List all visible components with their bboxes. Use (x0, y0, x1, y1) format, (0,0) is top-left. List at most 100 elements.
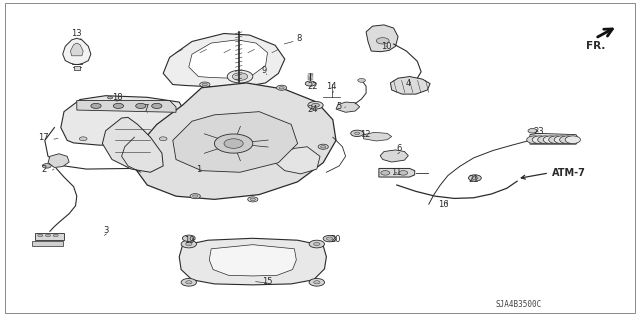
Circle shape (159, 137, 167, 141)
Circle shape (376, 38, 389, 44)
Circle shape (314, 242, 320, 246)
Text: 1: 1 (196, 165, 201, 174)
Circle shape (53, 234, 58, 237)
Circle shape (181, 278, 196, 286)
Circle shape (309, 278, 324, 286)
Text: 22: 22 (307, 82, 317, 91)
Text: 8: 8 (296, 34, 301, 43)
Circle shape (250, 198, 255, 201)
Circle shape (214, 134, 253, 153)
Text: 20: 20 (330, 235, 340, 244)
Circle shape (559, 136, 575, 144)
Polygon shape (209, 245, 296, 276)
Bar (109, 96, 120, 100)
Polygon shape (48, 154, 69, 167)
Polygon shape (163, 33, 285, 87)
Bar (35, 233, 64, 240)
Bar (32, 241, 63, 246)
Circle shape (318, 144, 328, 149)
Text: 17: 17 (38, 133, 49, 142)
Circle shape (565, 136, 580, 144)
Polygon shape (275, 147, 320, 174)
Circle shape (399, 171, 408, 175)
Text: 4: 4 (406, 79, 411, 88)
Text: ATM-7: ATM-7 (552, 168, 586, 178)
Circle shape (45, 234, 51, 237)
Polygon shape (390, 77, 430, 94)
Polygon shape (77, 100, 176, 112)
Circle shape (527, 136, 542, 144)
Circle shape (190, 194, 200, 199)
Circle shape (113, 103, 124, 108)
Text: FR.: FR. (586, 41, 605, 51)
Bar (185, 237, 193, 240)
Circle shape (323, 235, 336, 242)
Text: 24: 24 (307, 105, 317, 114)
Polygon shape (189, 40, 268, 78)
Text: 15: 15 (262, 277, 273, 286)
Circle shape (108, 96, 113, 99)
Circle shape (543, 136, 559, 144)
Circle shape (42, 164, 51, 168)
Circle shape (312, 103, 319, 107)
Text: 23: 23 (534, 127, 544, 136)
Text: 2: 2 (41, 165, 46, 174)
Text: 12: 12 (360, 130, 371, 139)
Text: 10: 10 (381, 42, 391, 51)
Circle shape (200, 82, 210, 87)
Circle shape (554, 136, 570, 144)
Circle shape (468, 175, 481, 181)
Text: 3: 3 (103, 226, 108, 235)
Polygon shape (530, 133, 579, 144)
Circle shape (305, 81, 316, 86)
Circle shape (152, 103, 162, 108)
Circle shape (193, 195, 198, 197)
Circle shape (538, 136, 553, 144)
Polygon shape (173, 112, 298, 172)
Text: 13: 13 (72, 29, 82, 38)
Circle shape (472, 176, 478, 180)
Polygon shape (364, 132, 392, 141)
Circle shape (186, 242, 192, 246)
Polygon shape (379, 168, 415, 177)
Circle shape (91, 103, 101, 108)
Text: 18: 18 (112, 93, 122, 102)
Circle shape (308, 101, 323, 109)
Text: 5: 5 (337, 102, 342, 111)
Polygon shape (61, 96, 186, 145)
Circle shape (326, 237, 333, 240)
Polygon shape (102, 117, 163, 172)
Circle shape (182, 235, 195, 241)
Circle shape (227, 70, 253, 83)
Polygon shape (179, 238, 326, 285)
Circle shape (79, 137, 87, 141)
Text: SJA4B3500C: SJA4B3500C (495, 300, 541, 309)
Circle shape (532, 136, 548, 144)
Circle shape (224, 139, 243, 148)
Circle shape (358, 78, 365, 82)
Polygon shape (134, 83, 336, 199)
Circle shape (202, 83, 207, 86)
Polygon shape (366, 25, 398, 52)
Text: 16: 16 (438, 200, 449, 209)
Circle shape (248, 197, 258, 202)
Circle shape (186, 281, 192, 284)
Circle shape (528, 129, 537, 133)
Polygon shape (380, 150, 408, 162)
Circle shape (136, 103, 146, 108)
Circle shape (548, 136, 564, 144)
Polygon shape (63, 38, 91, 64)
Circle shape (279, 86, 284, 89)
Polygon shape (336, 102, 360, 112)
Circle shape (321, 145, 326, 148)
Circle shape (381, 171, 390, 175)
Text: 7: 7 (143, 104, 148, 113)
Text: 19: 19 (184, 236, 195, 245)
Polygon shape (70, 43, 83, 56)
Circle shape (38, 234, 43, 237)
Circle shape (314, 281, 320, 284)
Circle shape (309, 240, 324, 248)
Circle shape (355, 132, 360, 135)
Circle shape (351, 130, 364, 137)
Text: 9: 9 (262, 66, 267, 75)
